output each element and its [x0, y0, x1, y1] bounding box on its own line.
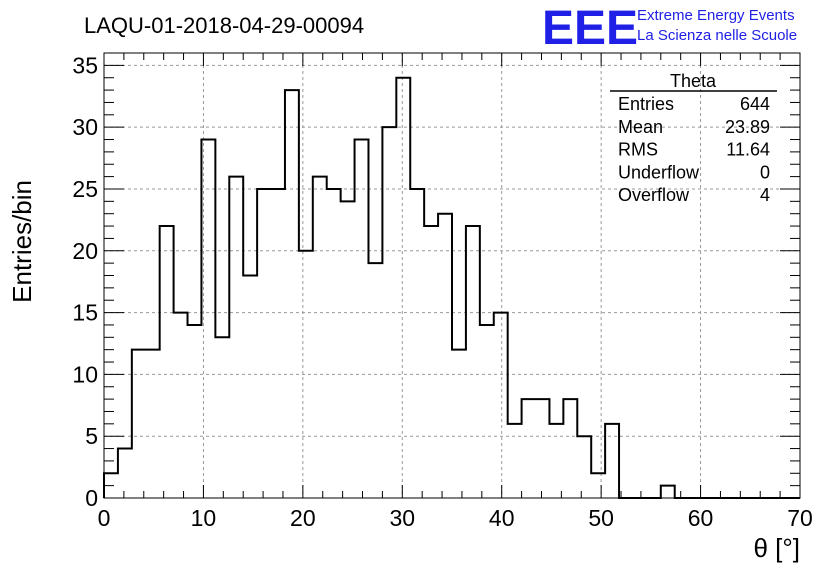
- y-tick-label: 0: [85, 485, 98, 511]
- stats-label: RMS: [618, 140, 658, 160]
- logo-mark: EEE: [542, 2, 638, 55]
- stats-value: 23.89: [725, 117, 770, 137]
- x-tick-label: 40: [489, 505, 515, 531]
- stats-value: 0: [760, 162, 770, 182]
- y-tick-label: 35: [72, 52, 98, 78]
- chart-title: LAQU-01-2018-04-29-00094: [84, 13, 364, 38]
- y-tick-label: 5: [85, 423, 98, 449]
- stats-label: Entries: [618, 94, 674, 114]
- logo-line-1: Extreme Energy Events: [637, 7, 795, 24]
- y-tick-label: 10: [72, 361, 98, 387]
- histogram-series: [103, 76, 800, 499]
- x-tick-label: 70: [787, 505, 813, 531]
- x-tick-label: 60: [688, 505, 714, 531]
- x-axis-title: θ [°]: [753, 533, 800, 563]
- y-axis-title: Entries/bin: [7, 180, 37, 303]
- x-tick-label: 30: [389, 505, 415, 531]
- y-tick-label: 25: [72, 176, 98, 202]
- y-tick-label: 20: [72, 238, 98, 264]
- eee-logo: EEE Extreme Energy Events La Scienza nel…: [542, 2, 797, 55]
- stats-title: Theta: [670, 71, 717, 91]
- x-tick-label: 10: [191, 505, 217, 531]
- logo-line-2: La Scienza nelle Scuole: [637, 27, 797, 44]
- stats-value: 11.64: [726, 140, 770, 160]
- stats-value: 644: [740, 94, 770, 114]
- y-tick-label: 15: [72, 300, 98, 326]
- stats-value: 4: [760, 185, 770, 205]
- x-tick-label: 20: [290, 505, 316, 531]
- y-tick-labels: 0 5 10 15 20 25 30 35: [72, 52, 98, 511]
- stats-label: Overflow: [618, 185, 690, 205]
- x-tick-label: 50: [588, 505, 614, 531]
- stats-label: Underflow: [618, 162, 700, 182]
- y-tick-label: 30: [72, 114, 98, 140]
- x-tick-label: 0: [98, 505, 111, 531]
- x-tick-labels: 0 10 20 30 40 50 60 70: [98, 505, 813, 531]
- axis-ticks: [103, 52, 801, 499]
- stats-box: Theta Entries 644 Mean 23.89 RMS 11.64 Underfl…: [610, 71, 777, 205]
- stats-label: Mean: [618, 117, 663, 137]
